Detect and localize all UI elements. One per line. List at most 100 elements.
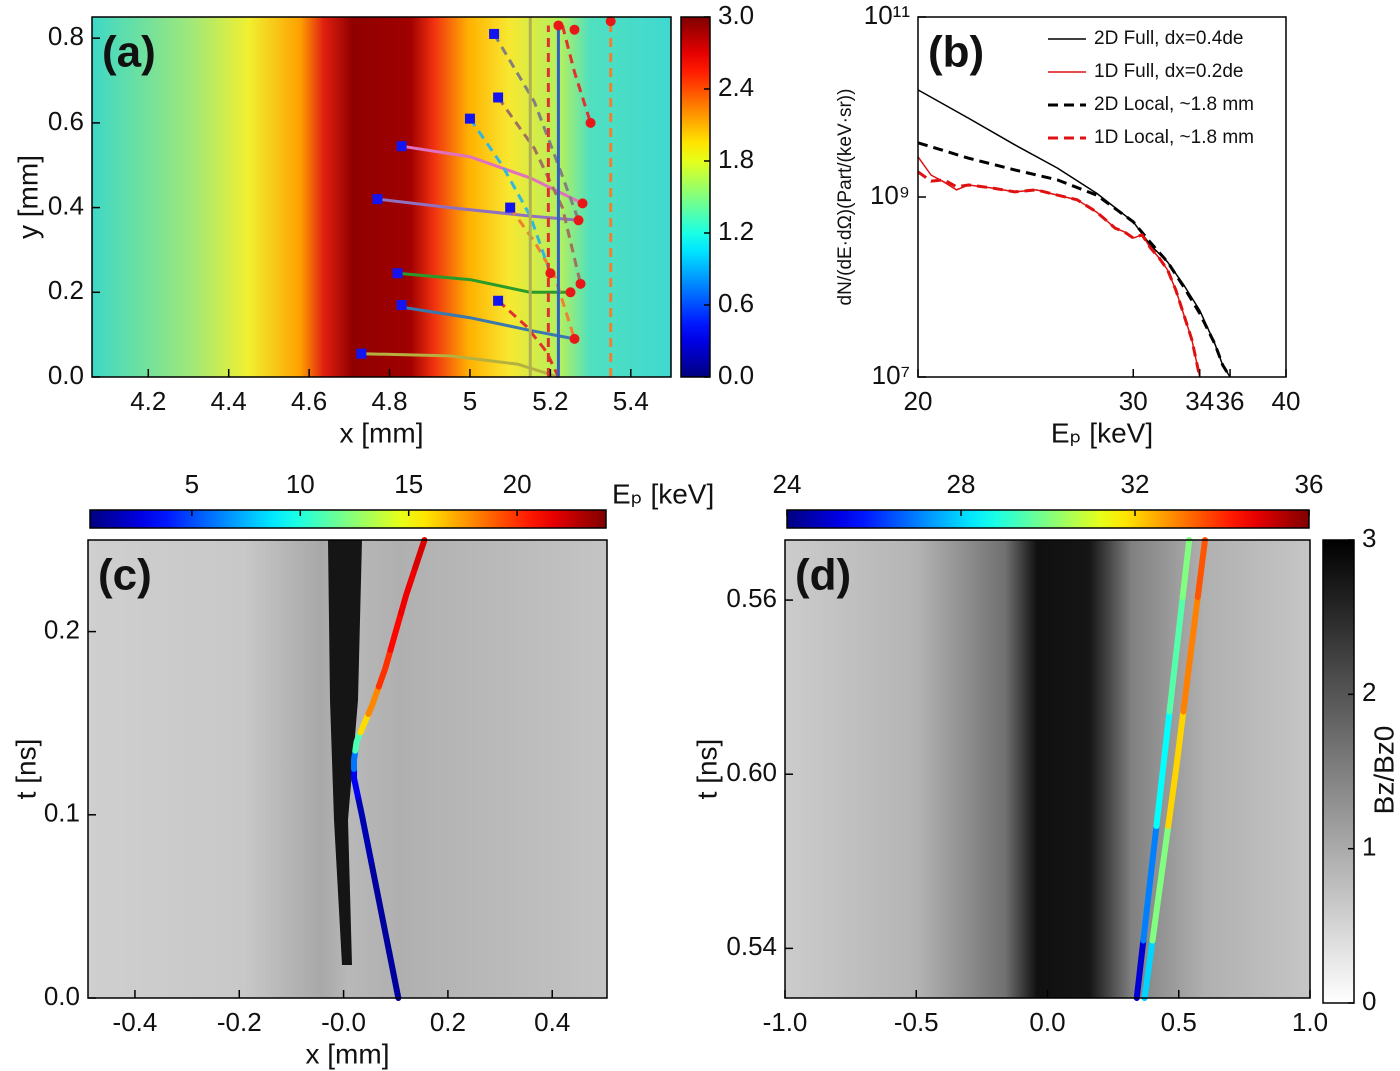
x-tick-label: 4.8 bbox=[371, 386, 407, 416]
start-point bbox=[464, 113, 475, 124]
colorbar bbox=[680, 16, 711, 378]
plot-frame bbox=[87, 539, 608, 999]
panel-label: (b) bbox=[928, 28, 984, 77]
colorbar-tick-label: 32 bbox=[1121, 469, 1150, 499]
y-axis-label: t [ns] bbox=[10, 739, 41, 800]
colorbar-tick-label: 5 bbox=[185, 469, 199, 499]
trajectory-segment bbox=[1140, 823, 1160, 944]
trajectory-segment bbox=[367, 857, 393, 956]
panel-label: (a) bbox=[102, 28, 156, 77]
line bbox=[401, 144, 584, 205]
heatmap-d bbox=[785, 540, 1310, 998]
end-point bbox=[569, 24, 580, 35]
line bbox=[397, 271, 571, 294]
line bbox=[508, 206, 576, 340]
colorbar-tick-label: 20 bbox=[503, 469, 532, 499]
colorbar-tick-label: 10 bbox=[286, 469, 315, 499]
y-tick-label: 0.60 bbox=[726, 757, 777, 787]
x-tick-label: 5 bbox=[463, 386, 477, 416]
line bbox=[401, 305, 575, 341]
trajectory-segment bbox=[1179, 537, 1193, 601]
y-tick-label: 0.56 bbox=[726, 583, 777, 613]
x-tick-label: 4.6 bbox=[291, 386, 327, 416]
x-tick-label: 1.0 bbox=[1292, 1007, 1328, 1037]
x-axis-label: Eₚ [keV] bbox=[1051, 417, 1153, 448]
y-tick-label: 0.54 bbox=[726, 931, 777, 961]
panel-label: (d) bbox=[795, 551, 851, 600]
x-tick-label: -1.0 bbox=[763, 1007, 808, 1037]
trajectory-segment bbox=[1180, 594, 1201, 715]
y-axis-label: y [mm] bbox=[12, 155, 43, 239]
trajectory-segment bbox=[357, 711, 372, 736]
colorbar bbox=[1322, 539, 1355, 1004]
start-point bbox=[396, 141, 407, 152]
plots: 4.2 4.4 4.6 4.8 5 5.2 5.4 0.0 0.2 0.4 0.6 0.8 x [mm]… bbox=[10, 0, 1399, 1069]
start-point bbox=[392, 268, 403, 279]
line bbox=[377, 197, 579, 222]
colorbar-tick-label: 0 bbox=[1362, 986, 1376, 1016]
colorbar-tick-label: 28 bbox=[947, 469, 976, 499]
colorbar-tick-label: 1 bbox=[1362, 832, 1376, 862]
start-point bbox=[505, 202, 516, 213]
trajectory-segment bbox=[1194, 537, 1208, 601]
plot-frame bbox=[91, 16, 672, 378]
x-tick-label: 20 bbox=[904, 386, 933, 416]
legend-label: 1D Local, ~1.8 mm bbox=[1094, 127, 1254, 148]
end-point bbox=[545, 268, 556, 279]
legend-label: 2D Full, dx=0.4de bbox=[1094, 28, 1243, 49]
end-point bbox=[553, 20, 564, 31]
colorbar-tick-label: 0.6 bbox=[718, 288, 754, 318]
x-tick-label: 4.4 bbox=[211, 386, 247, 416]
start-point bbox=[493, 295, 504, 306]
x-tick-label: 30 bbox=[1119, 386, 1148, 416]
colorbar-tick-label: 24 bbox=[773, 469, 802, 499]
end-point bbox=[605, 16, 616, 27]
end-point bbox=[577, 198, 588, 209]
x-axis-label: x [mm] bbox=[306, 1038, 390, 1069]
colorbar-tick-label: 36 bbox=[1295, 469, 1324, 499]
y-tick-label: 0.6 bbox=[48, 106, 84, 136]
x-tick-label: 34 bbox=[1185, 386, 1214, 416]
y-tick-label: 0.1 bbox=[44, 798, 80, 828]
y-tick-label: 0.2 bbox=[48, 275, 84, 305]
line bbox=[917, 89, 1231, 378]
trajectory-segment bbox=[412, 537, 428, 571]
colorbar-label: Bz/Bz0 bbox=[1368, 726, 1399, 815]
trajectory-segment bbox=[1133, 937, 1147, 1001]
trajectory-segment bbox=[352, 729, 364, 754]
start-point bbox=[372, 194, 383, 205]
x-tick-label: 5.2 bbox=[532, 386, 568, 416]
trajectory-segment bbox=[387, 610, 404, 653]
start-point bbox=[356, 348, 367, 359]
line bbox=[497, 299, 560, 378]
colorbar-tick-label: 1.2 bbox=[718, 216, 754, 246]
colorbar-tick-label: 0.0 bbox=[718, 360, 754, 390]
trajectory-segment bbox=[1166, 594, 1186, 715]
start-point bbox=[493, 92, 504, 103]
colorbar-tick-label: 15 bbox=[394, 469, 423, 499]
x-tick-label: -0.0 bbox=[321, 1007, 366, 1037]
trajectory-segment bbox=[386, 949, 402, 1001]
end-point bbox=[585, 117, 596, 128]
x-tick-label: 40 bbox=[1272, 386, 1301, 416]
end-point bbox=[575, 278, 586, 289]
y-tick-label: 10⁷ bbox=[872, 360, 910, 390]
colorbar-tick-label: 2 bbox=[1362, 677, 1376, 707]
line bbox=[492, 33, 580, 221]
x-tick-label: 0.4 bbox=[534, 1007, 570, 1037]
colorbar-label: Eₚ [keV] bbox=[612, 478, 714, 509]
line bbox=[917, 141, 1232, 378]
y-tick-label: 10⁹ bbox=[870, 180, 910, 210]
y-tick-label: 0.2 bbox=[44, 614, 80, 644]
trajectory-segment bbox=[365, 683, 382, 718]
shock-band-c bbox=[328, 540, 362, 965]
trajectory-segment bbox=[397, 564, 419, 617]
x-tick-label: 0.0 bbox=[1029, 1007, 1065, 1037]
x-tick-label: 36 bbox=[1216, 386, 1245, 416]
trajectory-segment bbox=[1149, 823, 1172, 944]
trajectory-segment bbox=[375, 646, 394, 690]
x-tick-label: 0.2 bbox=[430, 1007, 466, 1037]
line bbox=[917, 156, 1201, 378]
x-tick-label: 0.5 bbox=[1161, 1007, 1197, 1037]
colorbar-tick-label: 1.8 bbox=[718, 144, 754, 174]
